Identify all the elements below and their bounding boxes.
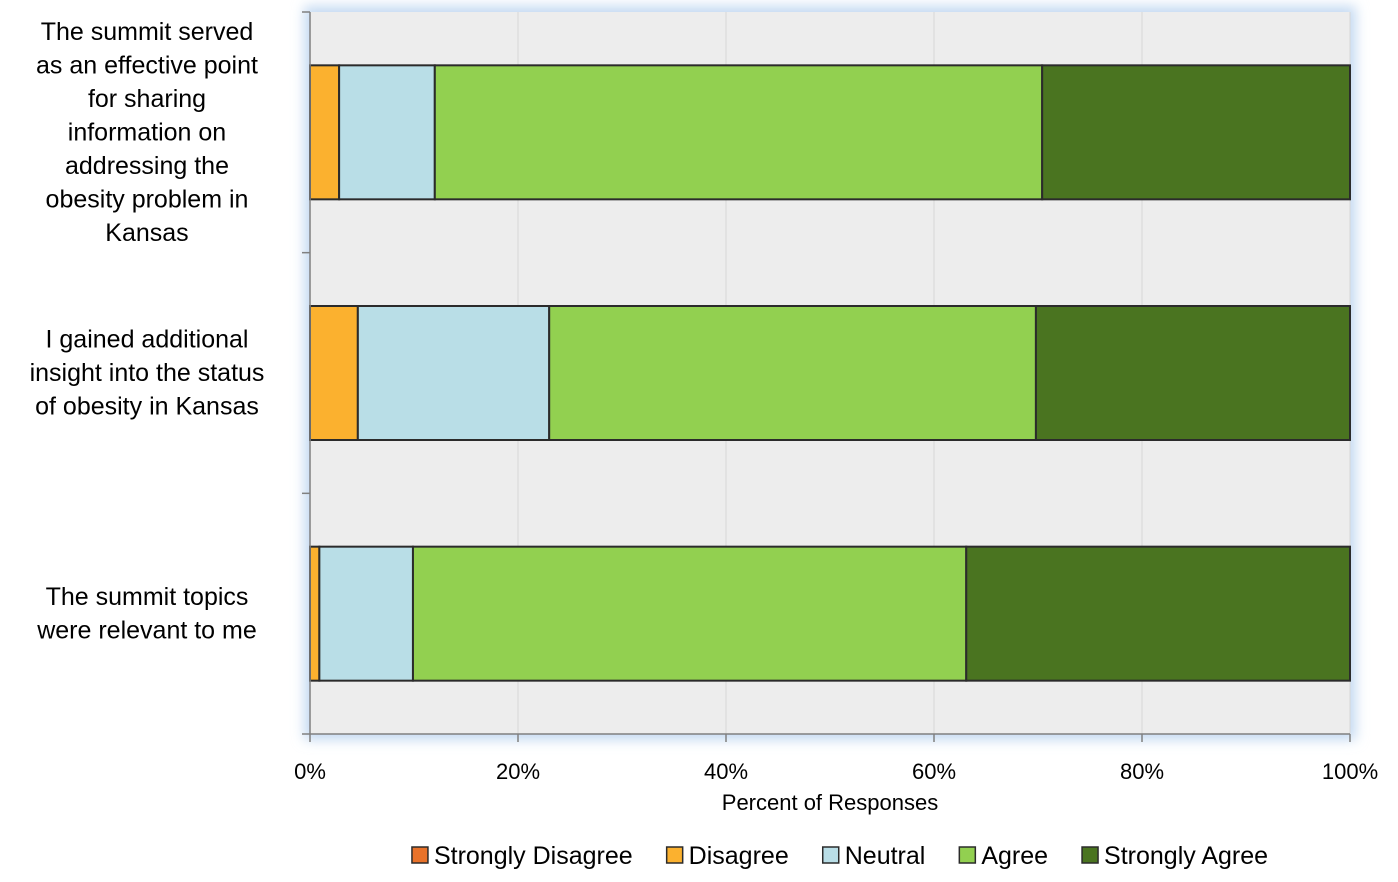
bar-segment bbox=[1041, 64, 1352, 201]
bar-segment bbox=[411, 545, 968, 682]
bar-segment bbox=[338, 64, 436, 201]
legend-label: Agree bbox=[981, 842, 1048, 870]
category-label: I gained additional insight into the stat… bbox=[30, 326, 265, 421]
x-tick-label: 40% bbox=[704, 759, 748, 784]
category-label: The summit served as an effective point fo… bbox=[36, 18, 258, 247]
legend-swatch bbox=[958, 846, 977, 864]
bar-segment bbox=[433, 64, 1044, 201]
legend-item: Strongly Disagree bbox=[411, 842, 633, 870]
bar-segment bbox=[965, 545, 1351, 682]
x-tick-label: 60% bbox=[912, 759, 956, 784]
category-label: The summit topics were relevant to me bbox=[36, 583, 257, 645]
legend-swatch bbox=[665, 846, 684, 864]
bar-segment bbox=[309, 545, 321, 682]
legend-swatch bbox=[411, 846, 429, 864]
legend-label: Neutral bbox=[845, 842, 926, 870]
legend-label: Strongly Agree bbox=[1104, 842, 1268, 870]
bar-segment bbox=[309, 64, 341, 201]
bar-segment bbox=[1034, 305, 1352, 441]
x-axis-title: Percent of Responses bbox=[722, 790, 938, 815]
bar-segment bbox=[318, 545, 414, 682]
legend: Strongly Disagree Disagree Neutral Agree Str… bbox=[411, 842, 1268, 870]
legend-label: Disagree bbox=[689, 842, 789, 870]
x-tick-label: 100% bbox=[1322, 759, 1378, 784]
legend-item: Strongly Agree bbox=[1081, 842, 1268, 870]
bar-segment bbox=[309, 305, 359, 441]
legend-swatch bbox=[1081, 846, 1099, 864]
legend-item: Disagree bbox=[665, 842, 789, 870]
legend-swatch bbox=[821, 846, 840, 864]
legend-item: Agree bbox=[958, 842, 1048, 870]
bar-segment bbox=[548, 305, 1037, 441]
bar-segment bbox=[356, 305, 551, 441]
x-tick-label: 0% bbox=[294, 759, 326, 784]
x-tick-label: 80% bbox=[1120, 759, 1164, 784]
x-tick-label: 20% bbox=[496, 759, 540, 784]
legend-label: Strongly Disagree bbox=[434, 842, 633, 870]
legend-item: Neutral bbox=[821, 842, 926, 870]
